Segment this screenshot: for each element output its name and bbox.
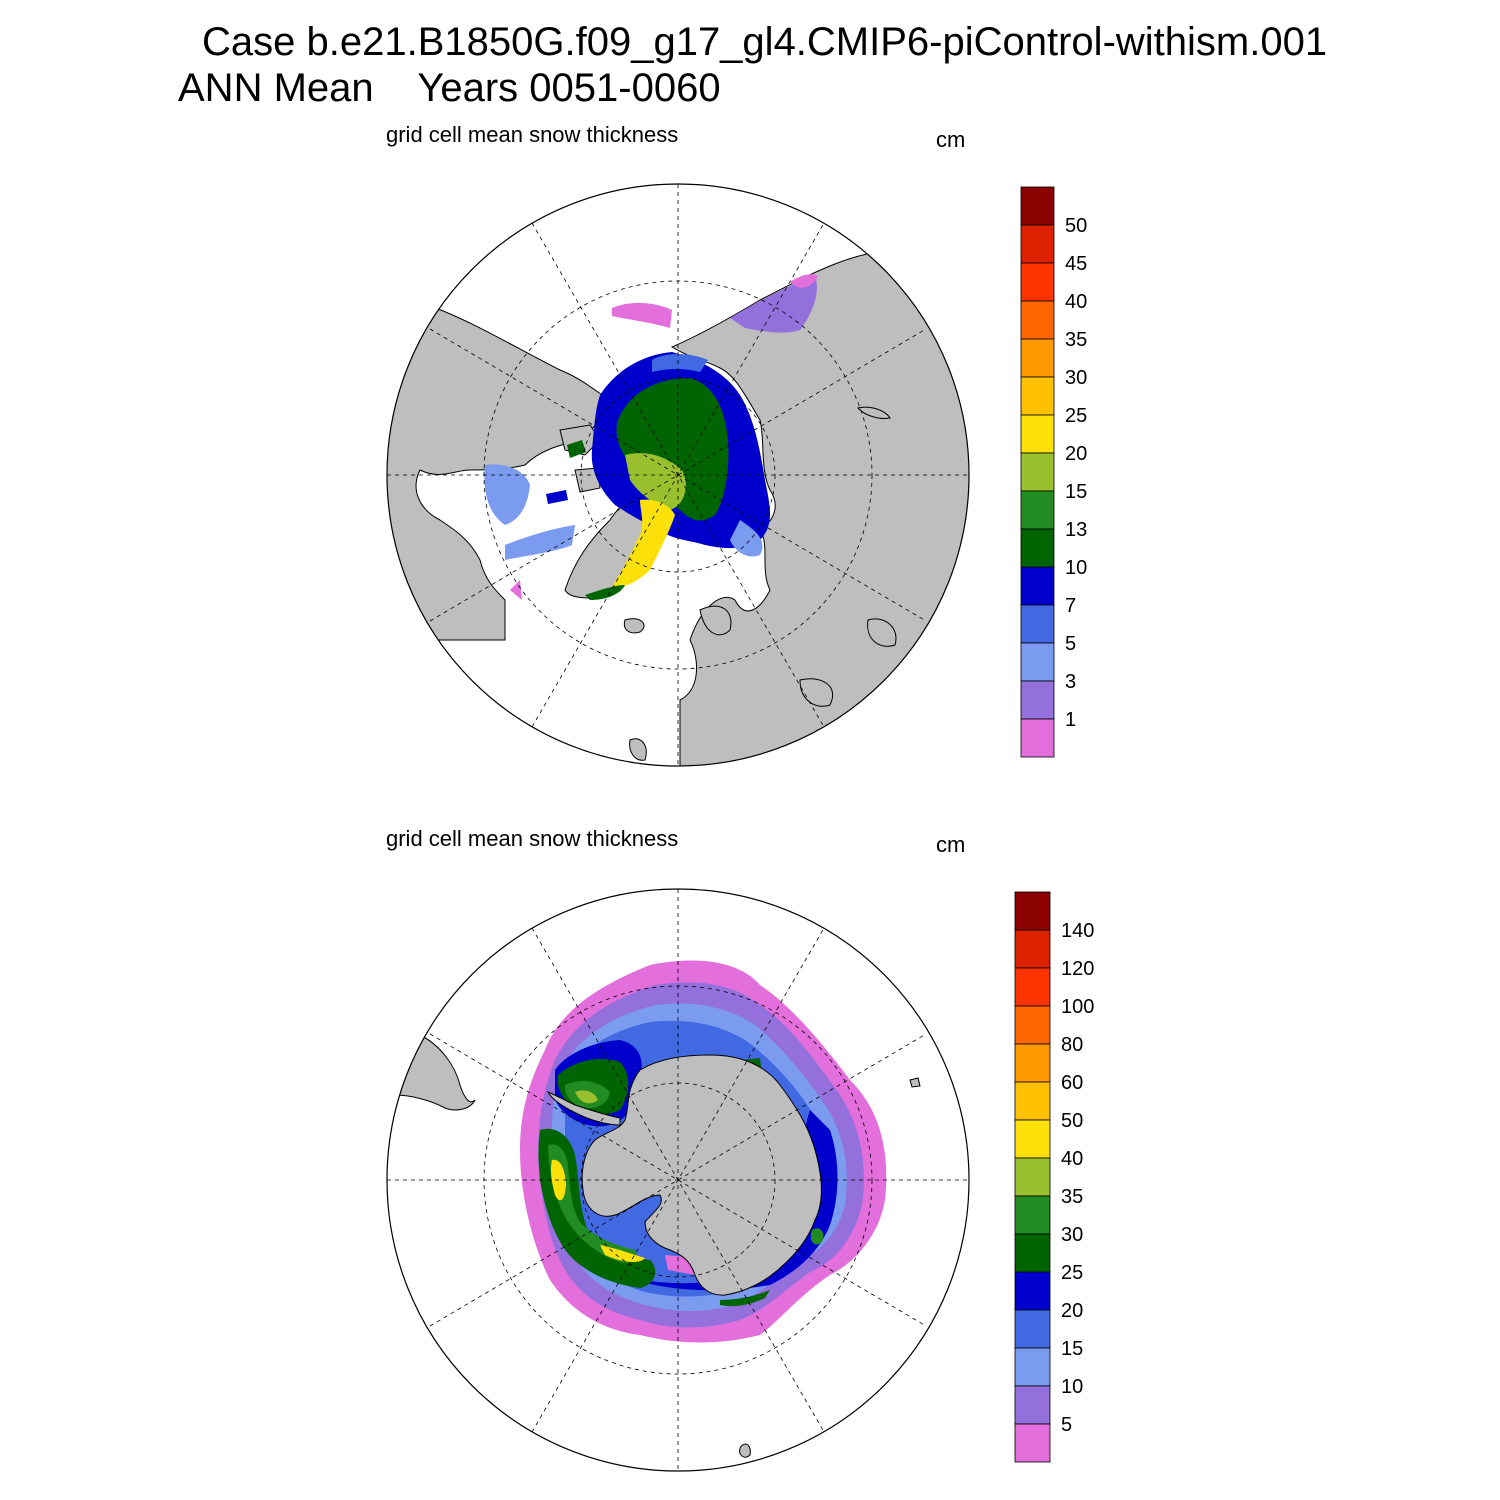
south-colorbar-tick-label: 80 bbox=[1061, 1034, 1083, 1056]
south-colorbar-tick-label: 35 bbox=[1061, 1186, 1083, 1208]
north-colorbar-tick-label: 5 bbox=[1065, 633, 1076, 655]
south-colorbar-box bbox=[1014, 1195, 1051, 1235]
south-colorbar-tick-label: 15 bbox=[1061, 1338, 1083, 1360]
south-colorbar-tick-label: 120 bbox=[1061, 958, 1094, 980]
north-colorbar-tick-label: 35 bbox=[1065, 329, 1087, 351]
south-colorbar-tick-label: 20 bbox=[1061, 1300, 1083, 1322]
north-polar-map bbox=[386, 183, 970, 767]
north-colorbar-tick-label: 40 bbox=[1065, 291, 1087, 313]
north-colorbar-box bbox=[1020, 604, 1055, 644]
north-panel-title: grid cell mean snow thickness bbox=[386, 122, 679, 147]
south-land bbox=[387, 1029, 921, 1458]
antarctica bbox=[581, 1054, 822, 1296]
south-colorbar-tick-label: 30 bbox=[1061, 1224, 1083, 1246]
north-colorbar-box bbox=[1020, 338, 1055, 378]
north-bering-edge bbox=[612, 302, 672, 328]
north-greenland-yellow bbox=[610, 499, 675, 590]
south-colorbar-box bbox=[1014, 1423, 1051, 1463]
figure-title-line2: ANN Mean Years 0051-0060 bbox=[178, 66, 721, 110]
south-colorbar-box bbox=[1014, 891, 1051, 931]
south-colorbar-tick-label: 140 bbox=[1061, 920, 1094, 942]
north-colorbar-box bbox=[1020, 718, 1055, 758]
north-colorbar-box bbox=[1020, 490, 1055, 530]
south-polar-map bbox=[386, 888, 970, 1472]
north-colorbar-tick-label: 3 bbox=[1065, 671, 1076, 693]
north-colorbar-box bbox=[1020, 224, 1055, 264]
north-colorbar-box bbox=[1020, 186, 1055, 226]
south-colorbar-tick-label: 100 bbox=[1061, 996, 1094, 1018]
south-colorbar-box bbox=[1014, 929, 1051, 969]
north-colorbar-box bbox=[1020, 528, 1055, 568]
north-colorbar-box bbox=[1020, 566, 1055, 606]
north-colorbar-box bbox=[1020, 642, 1055, 682]
north-colorbar-tick-label: 7 bbox=[1065, 595, 1076, 617]
south-colorbar-box bbox=[1014, 967, 1051, 1007]
south-map-border bbox=[386, 888, 970, 1472]
south-graticule bbox=[387, 889, 969, 1471]
north-units-label: cm bbox=[936, 127, 966, 152]
north-colorbar-box bbox=[1020, 376, 1055, 416]
south-colorbar-box bbox=[1014, 1385, 1051, 1425]
south-colorbar-box bbox=[1014, 1081, 1051, 1121]
south-colorbar-tick-label: 40 bbox=[1061, 1148, 1083, 1170]
north-map-border bbox=[386, 183, 970, 767]
north-colorbar-box bbox=[1020, 262, 1055, 302]
south-units-label: cm bbox=[936, 832, 966, 857]
north-colorbar-tick-label: 45 bbox=[1065, 253, 1087, 275]
south-colorbar: 5 10 15 20 25 30 35 40 50 60 80 100 120 140 bbox=[1014, 891, 1094, 1463]
north-pack-core-darkgreen bbox=[616, 378, 729, 521]
south-panel-title: grid cell mean snow thickness bbox=[386, 826, 679, 851]
north-colorbar-tick-label: 30 bbox=[1065, 367, 1087, 389]
south-colorbar-tick-label: 10 bbox=[1061, 1376, 1083, 1398]
south-colorbar-box bbox=[1014, 1347, 1051, 1387]
south-colorbar-box bbox=[1014, 1271, 1051, 1311]
north-hudson-bay-ice bbox=[484, 464, 530, 525]
south-colorbar-tick-label: 25 bbox=[1061, 1262, 1083, 1284]
south-colorbar-box bbox=[1014, 1005, 1051, 1045]
north-colorbar-tick-label: 15 bbox=[1065, 481, 1087, 503]
south-colorbar-tick-label: 60 bbox=[1061, 1072, 1083, 1094]
south-colorbar-tick-label: 5 bbox=[1061, 1414, 1072, 1436]
north-colorbar-box bbox=[1020, 680, 1055, 720]
north-colorbar-tick-label: 20 bbox=[1065, 443, 1087, 465]
figure-title-line1: Case b.e21.B1850G.f09_g17_gl4.CMIP6-piCo… bbox=[202, 20, 1328, 64]
south-colorbar-box bbox=[1014, 1043, 1051, 1083]
north-graticule bbox=[387, 184, 969, 766]
north-okhotsk-ice bbox=[730, 275, 817, 333]
south-colorbar-tick-label: 50 bbox=[1061, 1110, 1083, 1132]
north-colorbar-tick-label: 50 bbox=[1065, 215, 1087, 237]
north-colorbar-tick-label: 25 bbox=[1065, 405, 1087, 427]
south-east-blue-band bbox=[570, 1110, 838, 1291]
south-colorbar-box bbox=[1014, 1119, 1051, 1159]
north-colorbar-tick-label: 10 bbox=[1065, 557, 1087, 579]
north-colorbar-tick-label: 13 bbox=[1065, 519, 1087, 541]
north-colorbar-box bbox=[1020, 452, 1055, 492]
north-colorbar-tick-label: 1 bbox=[1065, 709, 1076, 731]
north-colorbar-box bbox=[1020, 300, 1055, 340]
north-snow-contours bbox=[484, 274, 818, 600]
south-colorbar-box bbox=[1014, 1233, 1051, 1273]
north-pack-lightgreen bbox=[625, 453, 686, 510]
south-colorbar-box bbox=[1014, 1309, 1051, 1349]
north-land bbox=[387, 249, 969, 766]
north-colorbar-box bbox=[1020, 414, 1055, 454]
south-colorbar-box bbox=[1014, 1157, 1051, 1197]
